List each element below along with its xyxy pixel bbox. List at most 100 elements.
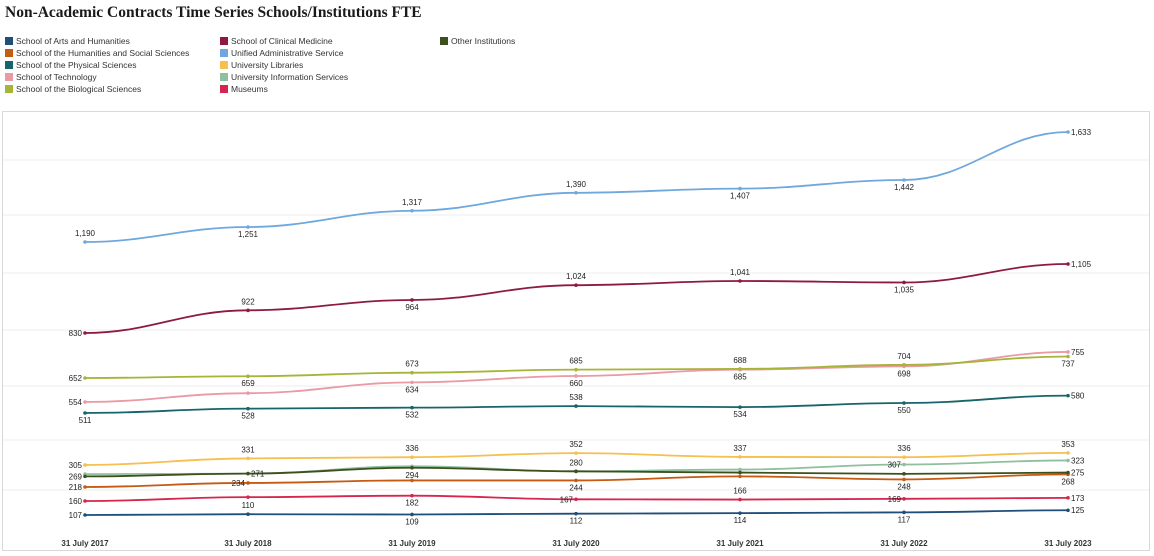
data-label: 336 bbox=[405, 444, 419, 453]
data-point[interactable] bbox=[83, 240, 87, 244]
data-point[interactable] bbox=[83, 474, 87, 479]
data-point[interactable] bbox=[574, 404, 578, 408]
legend-swatch bbox=[440, 37, 448, 45]
data-label: 538 bbox=[569, 393, 583, 402]
data-point[interactable] bbox=[738, 455, 742, 459]
data-point[interactable] bbox=[83, 411, 87, 415]
data-point[interactable] bbox=[902, 280, 906, 285]
data-point[interactable] bbox=[902, 462, 906, 467]
data-point[interactable] bbox=[1066, 354, 1070, 359]
data-point[interactable] bbox=[246, 374, 250, 379]
data-point[interactable] bbox=[410, 478, 414, 483]
data-label: 280 bbox=[569, 458, 583, 467]
data-point[interactable] bbox=[246, 456, 250, 461]
data-point[interactable] bbox=[83, 331, 87, 335]
data-point[interactable] bbox=[738, 511, 742, 515]
data-point[interactable] bbox=[83, 400, 87, 404]
data-label: 110 bbox=[242, 501, 255, 510]
data-label: 755 bbox=[1071, 348, 1085, 357]
data-point[interactable] bbox=[410, 405, 414, 410]
data-point[interactable] bbox=[1066, 350, 1070, 354]
data-point[interactable] bbox=[410, 455, 414, 459]
data-label: 125 bbox=[1071, 506, 1085, 515]
data-point[interactable] bbox=[574, 367, 578, 372]
data-point[interactable] bbox=[1066, 470, 1070, 475]
data-point[interactable] bbox=[902, 472, 906, 476]
data-label: 534 bbox=[733, 410, 747, 419]
data-point[interactable] bbox=[902, 401, 906, 405]
data-point[interactable] bbox=[738, 497, 742, 502]
data-point[interactable] bbox=[1066, 451, 1070, 455]
x-tick-label: 31 July 2020 bbox=[552, 539, 600, 548]
data-point[interactable] bbox=[738, 467, 742, 472]
data-point[interactable] bbox=[902, 497, 906, 501]
data-point[interactable] bbox=[1066, 262, 1070, 266]
data-point[interactable] bbox=[738, 367, 742, 371]
legend-swatch bbox=[5, 37, 13, 45]
data-label: 169 bbox=[888, 495, 902, 504]
data-point[interactable] bbox=[410, 370, 414, 375]
data-point[interactable] bbox=[902, 363, 906, 367]
data-label: 964 bbox=[405, 303, 419, 312]
legend-label: School of Technology bbox=[16, 72, 97, 82]
legend-label: Other Institutions bbox=[451, 36, 516, 46]
legend-swatch bbox=[220, 61, 228, 69]
data-point[interactable] bbox=[738, 474, 742, 479]
data-label: 1,251 bbox=[238, 230, 259, 239]
data-point[interactable] bbox=[1066, 130, 1070, 134]
data-point[interactable] bbox=[410, 465, 414, 470]
data-point[interactable] bbox=[574, 497, 578, 502]
data-point[interactable] bbox=[1066, 496, 1070, 500]
legend-label: School of Arts and Humanities bbox=[16, 36, 130, 46]
data-point[interactable] bbox=[83, 376, 87, 380]
data-point[interactable] bbox=[410, 208, 414, 213]
data-point[interactable] bbox=[410, 512, 414, 517]
x-tick-label: 31 July 2022 bbox=[880, 539, 928, 548]
series-other-institutions bbox=[83, 465, 1070, 479]
data-point[interactable] bbox=[902, 477, 906, 482]
data-label: 166 bbox=[733, 487, 747, 496]
data-label: 1,024 bbox=[566, 272, 587, 281]
data-point[interactable] bbox=[246, 471, 250, 476]
data-point[interactable] bbox=[1066, 458, 1070, 463]
data-point[interactable] bbox=[902, 510, 906, 515]
data-point[interactable] bbox=[902, 455, 906, 459]
data-point[interactable] bbox=[738, 186, 742, 191]
series-school-of-clinical-medicine bbox=[83, 262, 1070, 335]
data-label: 112 bbox=[570, 517, 583, 526]
legend-item-school-of-arts-and-humanities: School of Arts and Humanities bbox=[5, 35, 130, 47]
data-point[interactable] bbox=[574, 511, 578, 516]
data-label: 336 bbox=[897, 444, 911, 453]
data-label: 182 bbox=[405, 499, 419, 508]
data-point[interactable] bbox=[246, 406, 250, 411]
data-point[interactable] bbox=[902, 178, 906, 182]
data-point[interactable] bbox=[738, 405, 742, 409]
data-point[interactable] bbox=[83, 485, 87, 489]
data-point[interactable] bbox=[83, 499, 87, 503]
data-point[interactable] bbox=[410, 380, 414, 385]
legend-item-other-institutions: Other Institutions bbox=[440, 35, 515, 47]
data-label: 580 bbox=[1071, 392, 1085, 401]
data-point[interactable] bbox=[246, 308, 250, 313]
data-point[interactable] bbox=[246, 495, 250, 499]
data-point[interactable] bbox=[246, 481, 250, 485]
data-point[interactable] bbox=[574, 374, 578, 378]
data-point[interactable] bbox=[574, 451, 578, 455]
data-point[interactable] bbox=[1066, 508, 1070, 513]
data-point[interactable] bbox=[246, 391, 250, 395]
legend-label: Unified Administrative Service bbox=[231, 48, 344, 58]
data-point[interactable] bbox=[574, 469, 578, 474]
data-point[interactable] bbox=[246, 225, 250, 229]
data-point[interactable] bbox=[410, 298, 414, 302]
data-point[interactable] bbox=[410, 493, 414, 498]
data-point[interactable] bbox=[574, 283, 578, 287]
data-point[interactable] bbox=[574, 190, 578, 195]
data-point[interactable] bbox=[246, 512, 250, 517]
data-point[interactable] bbox=[574, 478, 578, 483]
data-point[interactable] bbox=[83, 513, 87, 517]
data-label: 1,442 bbox=[894, 183, 915, 192]
data-point[interactable] bbox=[738, 470, 742, 475]
data-point[interactable] bbox=[83, 463, 87, 467]
data-point[interactable] bbox=[1066, 393, 1070, 398]
data-point[interactable] bbox=[738, 279, 742, 283]
